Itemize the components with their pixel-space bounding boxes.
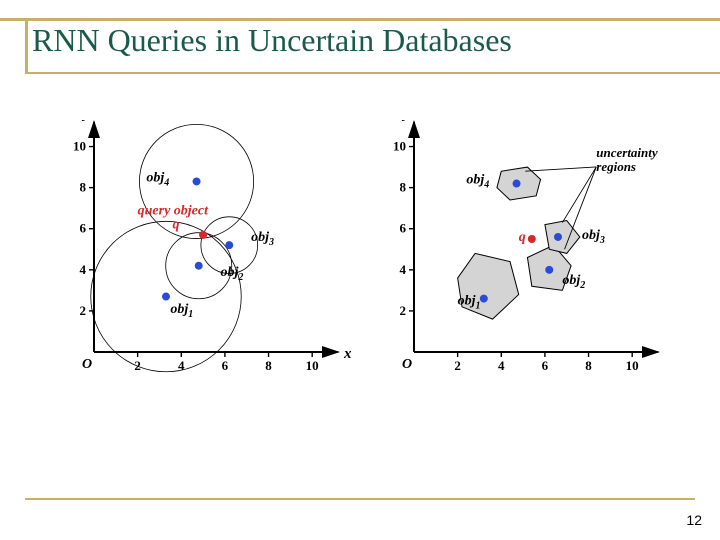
- svg-text:O: O: [402, 357, 412, 372]
- title-bottom-rule: [25, 72, 720, 74]
- title-left-rule: [25, 18, 28, 74]
- svg-text:2: 2: [454, 358, 461, 373]
- svg-text:10: 10: [306, 358, 319, 373]
- svg-text:obj4: obj4: [146, 170, 169, 188]
- svg-text:4: 4: [498, 358, 505, 373]
- svg-text:obj3: obj3: [582, 228, 605, 246]
- svg-text:y: y: [401, 120, 410, 122]
- svg-text:10: 10: [393, 139, 406, 154]
- svg-text:obj2: obj2: [562, 273, 585, 291]
- svg-text:obj1: obj1: [170, 302, 193, 320]
- svg-text:obj2: obj2: [221, 265, 244, 283]
- svg-text:obj4: obj4: [466, 173, 489, 191]
- svg-text:x: x: [343, 346, 352, 362]
- svg-text:10: 10: [73, 139, 86, 154]
- svg-text:y: y: [81, 120, 90, 122]
- slide: RNN Queries in Uncertain Databases 2 4 6 8 1…: [0, 0, 720, 540]
- charts-figure: 2 4 6 8 10 2 4 6 8 10 Ox y obj1 obj2 obj3 obj4 query obj…: [60, 120, 660, 400]
- svg-text:10: 10: [626, 358, 639, 373]
- svg-text:2: 2: [80, 303, 87, 318]
- footer-rule: [25, 498, 695, 500]
- svg-text:query object: query object: [138, 203, 209, 218]
- svg-text:6: 6: [542, 358, 549, 373]
- svg-text:2: 2: [400, 303, 407, 318]
- title-top-rule: [0, 18, 720, 21]
- svg-text:uncertainty: uncertainty: [596, 145, 658, 160]
- svg-text:4: 4: [400, 262, 407, 277]
- svg-text:4: 4: [178, 358, 185, 373]
- page-number: 12: [686, 512, 702, 528]
- svg-text:6: 6: [80, 221, 87, 236]
- svg-text:obj3: obj3: [251, 230, 274, 248]
- svg-text:8: 8: [585, 358, 592, 373]
- svg-text:regions: regions: [596, 159, 636, 174]
- svg-text:8: 8: [265, 358, 272, 373]
- page-title: RNN Queries in Uncertain Databases: [32, 22, 512, 59]
- svg-text:6: 6: [400, 221, 407, 236]
- svg-text:8: 8: [80, 180, 87, 195]
- svg-text:q: q: [173, 218, 180, 233]
- svg-text:4: 4: [80, 262, 87, 277]
- svg-text:8: 8: [400, 180, 407, 195]
- svg-text:q: q: [519, 230, 526, 245]
- svg-text:2: 2: [134, 358, 141, 373]
- svg-text:O: O: [82, 357, 92, 372]
- svg-text:6: 6: [222, 358, 229, 373]
